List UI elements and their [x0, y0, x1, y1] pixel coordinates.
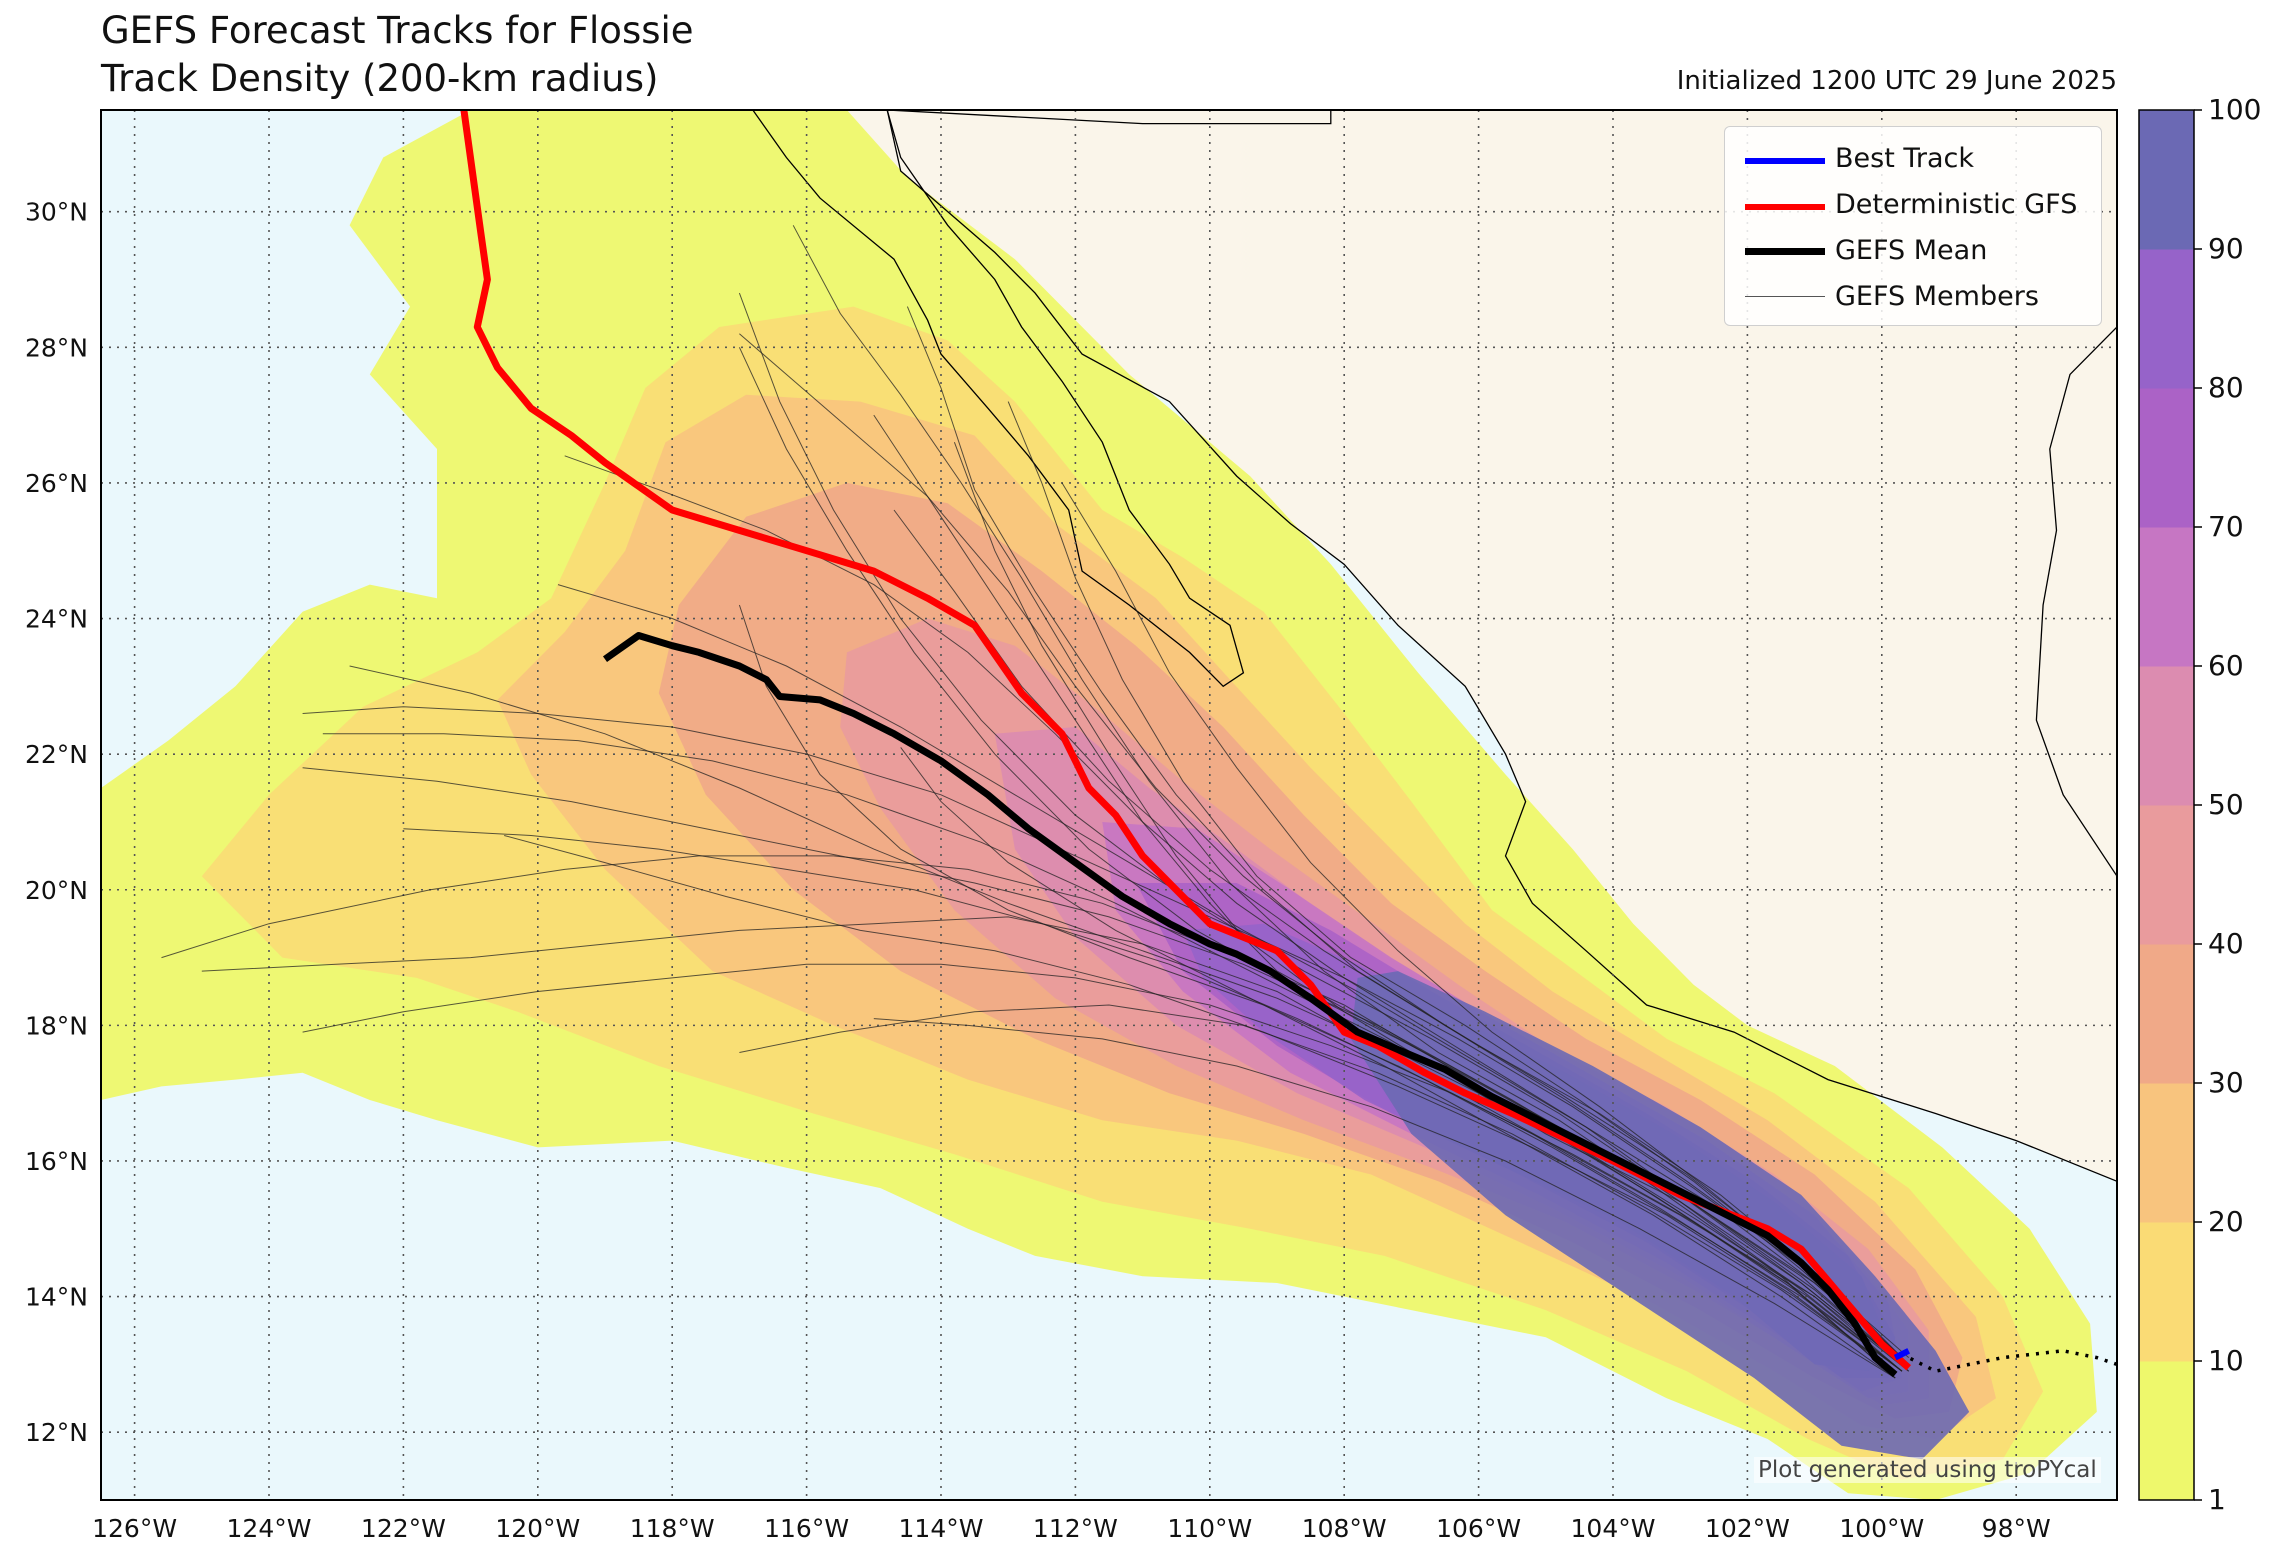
colorbar-tick-label: 80 — [2208, 371, 2244, 404]
longitude-tick-label: 110°W — [1167, 1514, 1252, 1543]
colorbar-segment — [2139, 805, 2194, 945]
latitude-tick-label: 28°N — [25, 333, 88, 362]
best-track — [1893, 1348, 1911, 1361]
colorbar-tick-label: 30 — [2208, 1066, 2244, 1099]
gefs-member-track — [900, 747, 1896, 1379]
legend-swatch-blue — [1745, 158, 1825, 164]
map-frame — [100, 109, 2118, 1501]
legend-item-best-track: Best Track — [1725, 141, 2101, 177]
colorbar-segment — [2139, 527, 2194, 667]
legend: Best Track Deterministic GFS GEFS Mean G… — [1724, 126, 2102, 326]
latitude-tick-label: 18°N — [25, 1011, 88, 1040]
gefs-member-track — [302, 706, 1910, 1365]
gefs-member-track — [322, 733, 1896, 1379]
latitude-tick-label: 22°N — [25, 740, 88, 769]
longitude-tick-label: 102°W — [1705, 1514, 1790, 1543]
density-band-10 — [1350, 971, 1970, 1460]
legend-item-gefs-members: GEFS Members — [1725, 279, 2101, 315]
baja-coastline — [752, 110, 1245, 688]
longitude-tick-label: 126°W — [92, 1514, 177, 1543]
gefs-member-track — [739, 1004, 1896, 1372]
colorbar-tick-label: 1 — [2208, 1483, 2226, 1516]
longitude-tick-label: 120°W — [495, 1514, 580, 1543]
longitude-tick-label: 112°W — [1033, 1514, 1118, 1543]
longitude-tick-label: 118°W — [630, 1514, 715, 1543]
longitude-tick-label: 124°W — [227, 1514, 312, 1543]
colorbar-segment — [2139, 1222, 2194, 1362]
colorbar-segment — [2139, 1361, 2194, 1501]
legend-item-deterministic-gfs: Deterministic GFS — [1725, 187, 2101, 223]
initialization-time: Initialized 1200 UTC 29 June 2025 — [1676, 66, 2117, 96]
longitude-tick-label: 98°W — [1982, 1514, 2051, 1543]
longitude-tick-label: 100°W — [1839, 1514, 1924, 1543]
colorbar-segment — [2139, 110, 2194, 250]
colorbar-tick-label: 40 — [2208, 927, 2244, 960]
longitude-tick-label: 116°W — [764, 1514, 849, 1543]
legend-swatch-thin — [1745, 296, 1825, 297]
gefs-member-track — [349, 665, 1903, 1372]
gefs-member-track — [873, 1018, 1896, 1379]
gefs-member-track — [1007, 401, 1903, 1358]
mainland-coastline — [886, 110, 2117, 1182]
latitude-tick-label: 12°N — [25, 1418, 88, 1447]
colorbar — [2138, 109, 2202, 1501]
colorbar-tick-label: 70 — [2208, 510, 2244, 543]
longitude-tick-label: 106°W — [1436, 1514, 1521, 1543]
longitude-tick-label: 114°W — [899, 1514, 984, 1543]
gefs-member-track — [403, 828, 1903, 1372]
axis-ticks: 126°W 124°W 122°W 120°W 118°W 116°W 114°W 112°W… — [25, 198, 2051, 1543]
legend-swatch-black — [1745, 248, 1825, 255]
gefs-member-track — [738, 604, 1896, 1372]
gefs-member-track — [557, 584, 1910, 1372]
colorbar-tick-label: 20 — [2208, 1205, 2244, 1238]
legend-item-gefs-mean: GEFS Mean — [1725, 233, 2101, 269]
gefs-member-track — [161, 855, 1910, 1372]
colorbar-tick-label: 10 — [2208, 1344, 2244, 1377]
latitude-tick-label: 14°N — [25, 1283, 88, 1312]
gefs-member-track — [564, 455, 1910, 1365]
credit-text: Plot generated using troPYcal — [1754, 1457, 2101, 1483]
legend-label: GEFS Members — [1835, 281, 2039, 312]
legend-swatch-red — [1745, 204, 1825, 210]
map-subtitle: Track Density (200-km radius) — [101, 57, 659, 100]
main-tracks — [460, 110, 2117, 1378]
colorbar-tick-label: 60 — [2208, 649, 2244, 682]
gefs-mean-track — [602, 632, 1898, 1378]
longitude-tick-label: 122°W — [361, 1514, 446, 1543]
gefs-member-track — [504, 835, 1896, 1372]
colorbar-segment — [2139, 249, 2194, 389]
latitude-tick-label: 24°N — [25, 605, 88, 634]
colorbar-tick-label: 90 — [2208, 232, 2244, 265]
colorbar-segment — [2139, 1083, 2194, 1223]
gefs-member-track — [739, 333, 1903, 1358]
gulf-coastline — [2035, 326, 2117, 877]
legend-label: Deterministic GFS — [1835, 189, 2078, 220]
latitude-tick-label: 26°N — [25, 469, 88, 498]
longitude-tick-label: 108°W — [1302, 1514, 1387, 1543]
latitude-tick-label: 30°N — [25, 198, 88, 227]
colorbar-segment — [2139, 388, 2194, 528]
gefs-member-track — [201, 916, 1903, 1372]
colorbar-tick-label: 100 — [2208, 93, 2262, 126]
legend-label: Best Track — [1835, 143, 1975, 174]
longitude-tick-label: 104°W — [1571, 1514, 1656, 1543]
colorbar-segment — [2139, 944, 2194, 1084]
gefs-member-track — [906, 306, 1910, 1365]
latitude-tick-label: 16°N — [25, 1147, 88, 1176]
border-line — [887, 110, 1332, 125]
latitude-tick-label: 20°N — [25, 876, 88, 905]
mainland — [887, 110, 2117, 1182]
gefs-member-track — [953, 442, 1903, 1372]
colorbar-segment — [2139, 666, 2194, 806]
legend-label: GEFS Mean — [1835, 235, 1988, 266]
coastline-layer — [752, 110, 2117, 1182]
map-title: GEFS Forecast Tracks for Flossie — [101, 9, 694, 52]
gefs-member-track — [302, 963, 1903, 1372]
colorbar-tick-label: 50 — [2208, 788, 2244, 821]
